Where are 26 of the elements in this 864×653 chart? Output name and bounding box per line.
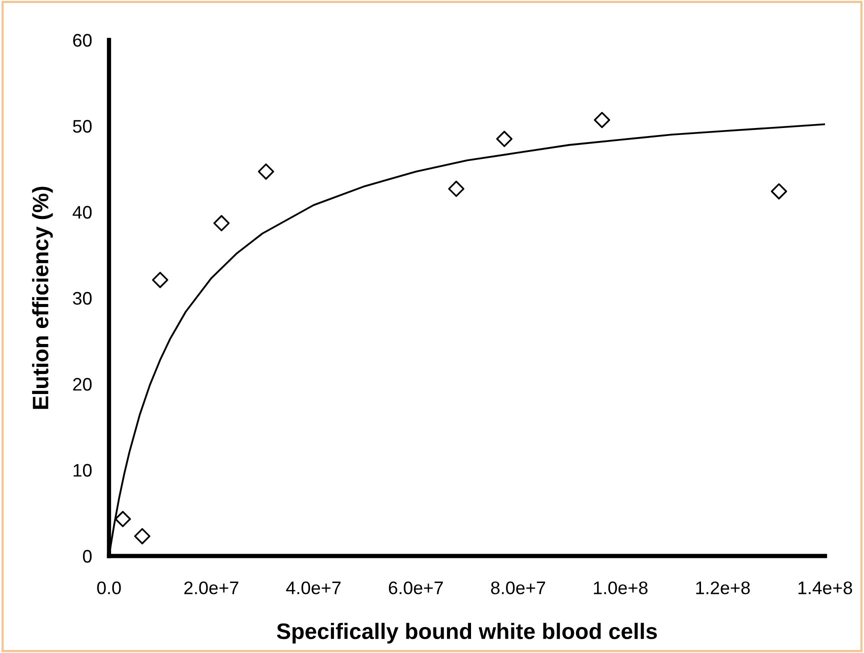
y-axis-title: Elution efficiency (%) <box>32 186 53 409</box>
point <box>496 130 512 148</box>
y-tick-label: 60 <box>73 34 92 47</box>
point <box>594 112 610 128</box>
point <box>152 272 168 288</box>
y-tick-label: 20 <box>73 378 92 391</box>
y-tick-label: 40 <box>72 206 92 219</box>
y-tick-label: 10 <box>74 464 92 477</box>
x-tick-label: 1.2e+8 <box>696 581 750 594</box>
point <box>114 510 131 528</box>
point <box>134 528 150 544</box>
x-axis-title: Specifically bound white blood cells <box>276 622 657 644</box>
point <box>258 163 274 180</box>
y-tick-label: 0 <box>83 550 92 563</box>
x-tick-label: 1.0e+8 <box>594 581 648 594</box>
point <box>770 183 788 200</box>
x-tick-label: 6.0e+7 <box>388 581 443 594</box>
x-tick-label: 8.0e+7 <box>491 581 546 594</box>
x-tick-label: 2.0e+7 <box>184 581 238 594</box>
x-tick-label: 0.0 <box>97 581 121 594</box>
point <box>448 180 464 197</box>
x-tick-label: 1.4e+8 <box>798 581 852 594</box>
y-tick-label: 50 <box>72 120 92 133</box>
y-tick-label: 30 <box>72 292 92 305</box>
point <box>213 215 230 232</box>
x-tick-label: 4.0e+7 <box>286 581 341 594</box>
